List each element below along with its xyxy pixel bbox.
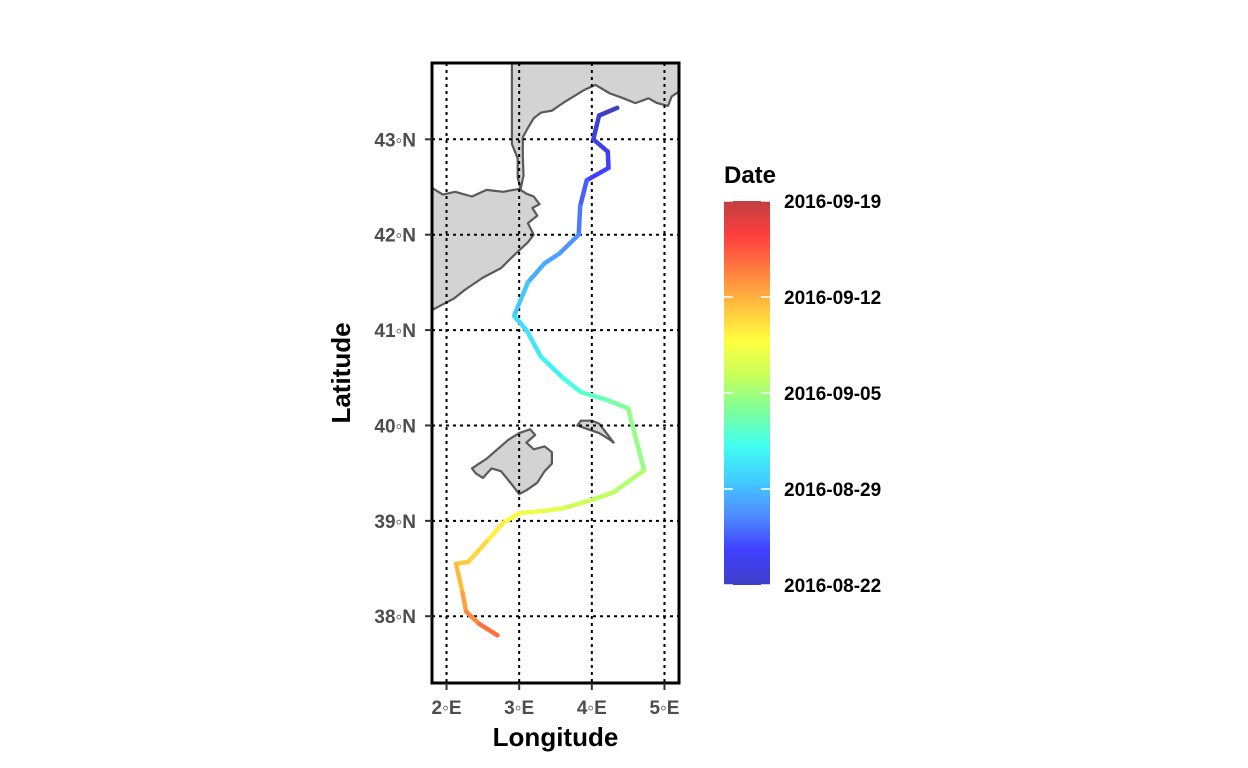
track-segment bbox=[538, 354, 566, 381]
track-segment bbox=[591, 137, 611, 154]
track-segment bbox=[625, 406, 647, 473]
y-tick-labels: 38◦N 39◦N 40◦N 41◦N 42◦N 43◦N bbox=[374, 130, 416, 628]
track-segment bbox=[511, 313, 529, 333]
y-tick-label: 42◦N bbox=[374, 226, 416, 247]
grid-layer bbox=[432, 63, 679, 683]
track-segment bbox=[511, 280, 531, 319]
track-segment bbox=[611, 468, 647, 495]
x-tick-label: 3◦E bbox=[504, 698, 534, 719]
legend-label: 2016-09-12 bbox=[784, 288, 881, 309]
legend-label: 2016-09-05 bbox=[784, 384, 882, 405]
track-segment bbox=[605, 149, 611, 171]
y-tick-label: 40◦N bbox=[374, 416, 416, 437]
track-segment bbox=[484, 520, 506, 545]
track-segment bbox=[556, 232, 581, 257]
land-polygon-1 bbox=[510, 63, 679, 190]
track-segment bbox=[453, 561, 465, 595]
x-axis-title: Longitude bbox=[493, 722, 619, 752]
track-segment bbox=[576, 203, 583, 237]
frame-layer bbox=[425, 138, 666, 690]
track-segment bbox=[460, 590, 469, 614]
y-tick-label: 39◦N bbox=[374, 512, 416, 533]
land-polygon-2 bbox=[470, 428, 554, 496]
legend-label: 2016-08-29 bbox=[784, 480, 881, 501]
track-segment bbox=[538, 506, 566, 514]
legend-label: 2016-08-22 bbox=[784, 576, 881, 597]
track-segment bbox=[476, 621, 500, 638]
track-segment bbox=[560, 375, 584, 395]
plot-border bbox=[430, 61, 681, 685]
legend-ticks: 2016-09-19 2016-09-12 2016-09-05 2016-08-29… bbox=[724, 192, 882, 597]
track-segment bbox=[516, 509, 544, 516]
track-segment bbox=[591, 113, 602, 142]
x-tick-label: 4◦E bbox=[577, 698, 607, 719]
track-segment bbox=[589, 489, 616, 503]
track-segment bbox=[577, 178, 589, 209]
track-segment bbox=[560, 497, 595, 511]
track-segment bbox=[463, 609, 482, 627]
track-segment bbox=[584, 165, 611, 183]
legend-title: Date bbox=[724, 162, 776, 189]
land-polygon-0 bbox=[432, 186, 541, 312]
track-layer bbox=[453, 105, 647, 638]
land-polygon-3 bbox=[576, 419, 615, 444]
x-tick-label: 5◦E bbox=[649, 698, 679, 719]
track-segment bbox=[604, 397, 631, 411]
track-segment bbox=[525, 261, 547, 285]
y-axis-title: Latitude bbox=[326, 322, 356, 423]
y-tick-label: 43◦N bbox=[374, 130, 416, 151]
land-layer bbox=[432, 63, 679, 496]
track-segment bbox=[578, 389, 609, 402]
track-segment bbox=[596, 105, 620, 118]
track-segment bbox=[524, 327, 544, 360]
legend: Date 2016-09-192016-09-122016-09-052016-… bbox=[724, 162, 882, 597]
track-segment bbox=[542, 251, 562, 266]
y-tick-label: 38◦N bbox=[374, 607, 416, 628]
x-tick-labels: 2◦E 3◦E 4◦E 5◦E bbox=[432, 698, 680, 719]
legend-label: 2016-09-19 bbox=[784, 192, 881, 213]
y-tick-label: 41◦N bbox=[374, 321, 416, 342]
x-tick-label: 2◦E bbox=[432, 698, 462, 719]
track-segment bbox=[500, 510, 522, 526]
track-segment bbox=[466, 539, 489, 565]
